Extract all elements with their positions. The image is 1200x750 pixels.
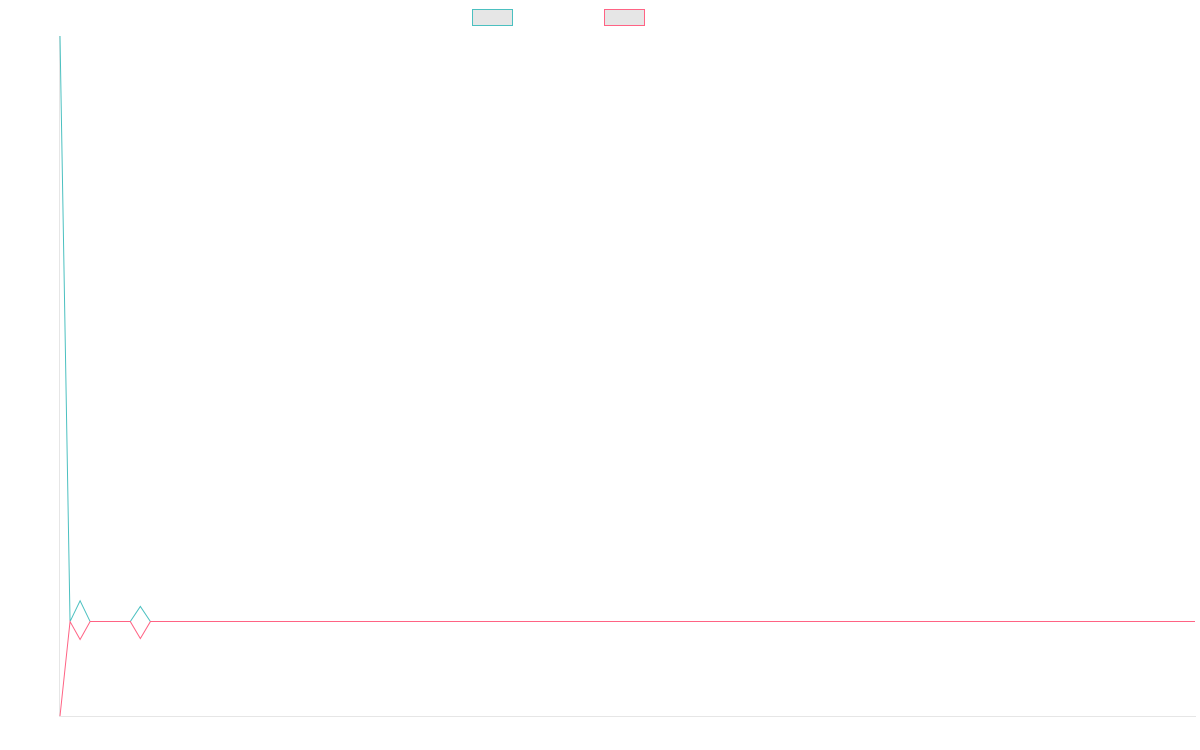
series-line-1 bbox=[59, 35, 1195, 623]
axes bbox=[59, 36, 1196, 717]
legend-swatch-1[interactable] bbox=[472, 9, 513, 26]
legend-swatch-2[interactable] bbox=[604, 9, 645, 26]
series-layer bbox=[59, 35, 1195, 717]
legend[interactable] bbox=[472, 9, 645, 26]
series-line-2 bbox=[59, 619, 1195, 717]
